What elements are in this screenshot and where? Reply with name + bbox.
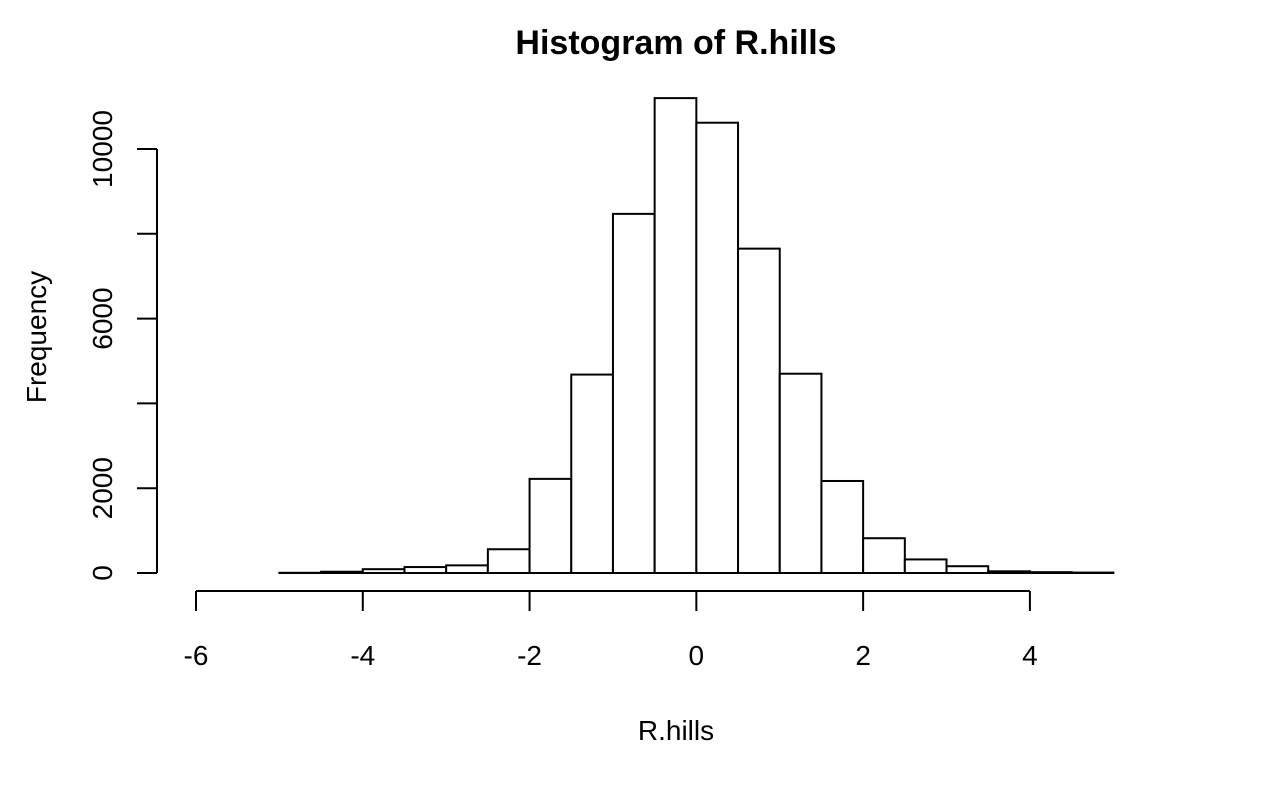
y-tick-label-5: 10000	[87, 110, 118, 188]
histogram-bar-20	[1028, 571, 1073, 574]
bars-group	[278, 97, 1115, 575]
histogram-bar-15	[820, 479, 865, 575]
x-tick-label-2: -2	[517, 640, 542, 671]
histogram-bar-12	[695, 121, 740, 574]
histogram-bar-7	[486, 548, 531, 574]
histogram-bar-19	[987, 570, 1031, 575]
histogram-bar-14	[778, 372, 823, 574]
histogram-bar-8	[528, 477, 573, 575]
histogram-bar-6	[445, 564, 489, 574]
histogram-bar-5	[403, 566, 448, 575]
y-tick-label-1: 2000	[87, 457, 118, 519]
chart-title: Histogram of R.hills	[515, 24, 836, 62]
x-tick-label-5: 4	[1022, 640, 1038, 671]
x-tick-label-3: 0	[689, 640, 705, 671]
histogram-bar-16	[862, 537, 906, 574]
histogram-bar-10	[611, 212, 656, 574]
x-tick-label-0: -6	[184, 640, 209, 671]
histogram-bar-3	[320, 570, 364, 575]
histogram-bar-17	[903, 558, 948, 575]
x-axis: -6 -4 -2 0 2 4	[184, 590, 1038, 671]
y-axis-label: Frequency	[21, 271, 52, 403]
x-axis-label: R.hills	[638, 715, 714, 746]
x-tick-label-1: -4	[350, 640, 375, 671]
x-tick-label-4: 2	[855, 640, 871, 671]
histogram-bar-13	[737, 247, 781, 574]
histogram-bar-4	[361, 568, 406, 575]
y-tick-label-0: 0	[87, 565, 118, 581]
histogram-bar-11	[653, 97, 698, 575]
histogram-bar-9	[570, 373, 614, 574]
histogram-bar-18	[945, 565, 990, 575]
y-axis: 0 2000 6000 10000	[87, 110, 158, 581]
y-tick-label-3: 6000	[87, 287, 118, 349]
